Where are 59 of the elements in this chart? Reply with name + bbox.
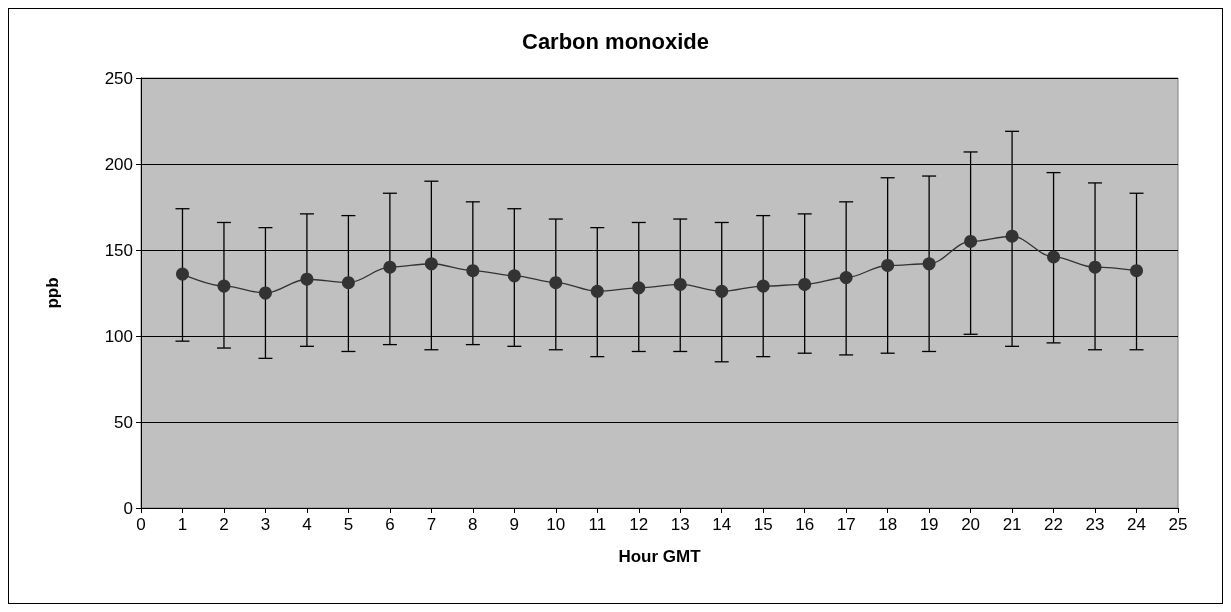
- x-tick-label: 8: [468, 515, 478, 534]
- point: [715, 284, 729, 298]
- x-tick-label: 10: [546, 515, 566, 534]
- y-tick-label: 200: [104, 154, 133, 174]
- point: [217, 279, 231, 293]
- x-tick-label: 24: [1127, 515, 1146, 534]
- point: [175, 267, 189, 281]
- point: [673, 277, 687, 291]
- x-axis-title: Hour GMT: [618, 547, 702, 566]
- x-tick-label: 18: [878, 515, 898, 534]
- x-tick-label: 0: [136, 515, 146, 534]
- point: [507, 269, 521, 283]
- x-tick-label: 6: [385, 515, 395, 534]
- y-tick-label: 50: [114, 412, 133, 432]
- x-tick-label: 17: [836, 515, 856, 534]
- point: [590, 284, 604, 298]
- x-tick-label: 21: [1002, 515, 1022, 534]
- x-tick-label: 4: [302, 515, 312, 534]
- x-tick-label: 23: [1085, 515, 1105, 534]
- point: [341, 276, 355, 290]
- x-tick-label: 15: [753, 515, 773, 534]
- x-tick-label: 20: [961, 515, 981, 534]
- point: [881, 258, 895, 272]
- point: [1005, 229, 1019, 243]
- y-axis-title: ppb: [43, 277, 62, 309]
- point: [300, 272, 314, 286]
- x-tick-label: 11: [588, 515, 607, 534]
- point: [798, 277, 812, 291]
- point: [964, 234, 978, 248]
- point: [1088, 260, 1102, 274]
- y-tick-label: 100: [104, 326, 133, 346]
- point: [922, 257, 936, 271]
- x-tick-label: 13: [670, 515, 690, 534]
- x-tick-label: 5: [343, 515, 354, 534]
- x-tick-label: 25: [1168, 515, 1188, 534]
- point: [258, 286, 272, 300]
- point: [632, 281, 646, 295]
- x-tick-label: 2: [219, 515, 229, 534]
- x-tick-label: 12: [629, 515, 649, 534]
- point: [839, 271, 853, 285]
- x-tick-label: 22: [1044, 515, 1064, 534]
- chart-title: Carbon monoxide: [521, 28, 710, 54]
- x-tick-label: 3: [260, 515, 271, 534]
- point: [756, 279, 770, 293]
- x-tick-label: 1: [177, 515, 188, 534]
- x-tick-label: 9: [509, 515, 520, 534]
- point: [383, 260, 397, 274]
- point: [549, 276, 563, 290]
- y-tick-label: 250: [104, 68, 133, 88]
- x-tick-label: 16: [795, 515, 815, 534]
- y-tick-label: 0: [123, 498, 133, 518]
- point: [1047, 250, 1061, 264]
- point: [424, 257, 438, 271]
- x-tick-label: 7: [426, 515, 437, 534]
- point: [1130, 264, 1144, 278]
- point: [466, 264, 480, 278]
- x-tick-label: 14: [712, 515, 732, 534]
- x-tick-label: 19: [919, 515, 939, 534]
- y-tick-label: 150: [104, 240, 133, 260]
